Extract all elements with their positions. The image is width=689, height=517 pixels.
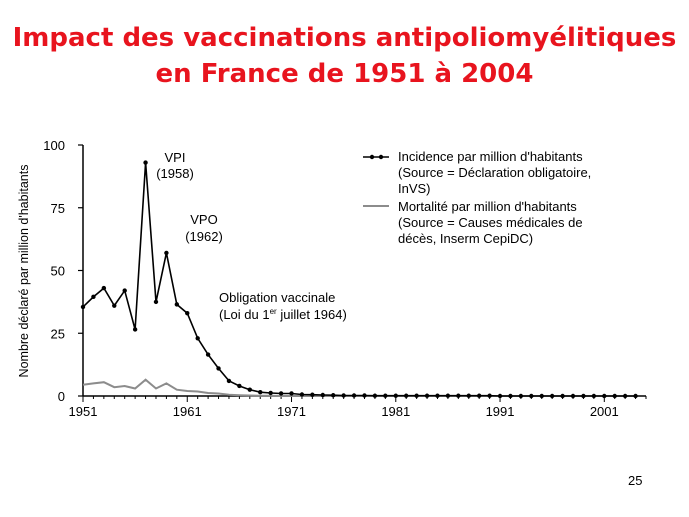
x-tick-label: 1991 xyxy=(486,404,515,419)
page-number: 25 xyxy=(628,473,643,488)
legend-incidence-dot xyxy=(369,154,375,160)
incidence-data-point xyxy=(205,352,211,357)
incidence-data-point xyxy=(132,327,138,332)
incidence-data-point xyxy=(435,393,440,398)
incidence-data-point xyxy=(591,393,597,399)
legend-incidence-dot xyxy=(378,154,384,160)
incidence-data-point xyxy=(80,304,86,310)
y-tick-label: 75 xyxy=(51,201,65,216)
y-tick-label: 50 xyxy=(51,264,65,279)
incidence-data-point xyxy=(289,391,294,396)
incidence-data-point xyxy=(529,393,534,399)
y-tick-label: 0 xyxy=(58,389,65,404)
incidence-data-point xyxy=(476,393,482,398)
legend-incidence-label: Incidence par million d'habitants xyxy=(398,149,583,164)
incidence-points xyxy=(80,160,638,399)
annotation-vpi-year: (1958) xyxy=(156,166,194,181)
incidence-data-point xyxy=(195,336,200,341)
incidence-data-point xyxy=(633,393,638,399)
annotation-vpi: VPI xyxy=(165,150,186,165)
incidence-data-point xyxy=(612,393,617,399)
incidence-data-point xyxy=(414,393,419,398)
incidence-data-point xyxy=(508,393,513,399)
legend-incidence-source: (Source = Déclaration obligatoire, xyxy=(398,165,591,180)
incidence-data-point xyxy=(549,393,555,399)
incidence-data-point xyxy=(539,393,544,399)
annotation-vpo: VPO xyxy=(190,212,217,227)
x-tick-group: 1951 1961 1971 1981 1991 2001 xyxy=(69,396,647,419)
incidence-data-point xyxy=(560,393,565,399)
legend: Incidence par million d'habitants (Sourc… xyxy=(363,149,591,246)
incidence-data-point xyxy=(602,393,607,399)
incidence-data-point xyxy=(258,390,263,395)
y-axis-label: Nombre déclaré par million d'habitants xyxy=(17,165,31,378)
legend-mortality-label: Mortalité par million d'habitants xyxy=(398,199,577,214)
incidence-data-point xyxy=(112,303,117,308)
incidence-data-point xyxy=(247,387,253,392)
incidence-data-point xyxy=(362,393,367,398)
incidence-data-point xyxy=(143,160,148,165)
x-tick-label: 1951 xyxy=(69,404,98,419)
incidence-data-point xyxy=(237,383,242,389)
incidence-data-point xyxy=(622,393,628,399)
incidence-data-point xyxy=(268,390,273,396)
annotation-law-sup: er xyxy=(270,307,277,316)
incidence-data-point xyxy=(372,393,378,398)
incidence-data-point xyxy=(91,294,96,300)
incidence-data-point xyxy=(174,302,180,307)
incidence-data-point xyxy=(153,299,159,305)
incidence-data-point xyxy=(341,393,346,398)
incidence-data-point xyxy=(383,393,388,398)
x-tick-label: 1981 xyxy=(381,404,410,419)
x-tick-label: 1971 xyxy=(277,404,306,419)
incidence-data-point xyxy=(310,392,315,397)
x-tick-label: 1961 xyxy=(173,404,202,419)
incidence-series-line xyxy=(82,162,636,397)
incidence-data-point xyxy=(393,393,398,398)
annotation-law-pre: (Loi du 1 xyxy=(219,307,270,322)
incidence-data-point xyxy=(456,393,461,398)
incidence-data-point xyxy=(164,250,169,256)
incidence-data-point xyxy=(497,393,503,399)
incidence-data-point xyxy=(320,392,325,398)
incidence-data-point xyxy=(424,393,430,398)
incidence-data-point xyxy=(278,391,284,396)
slide-title-line-2: en France de 1951 à 2004 xyxy=(155,59,534,89)
y-tick-label: 25 xyxy=(51,326,65,341)
annotation-obligation-law: (Loi du 1er juillet 1964) xyxy=(219,307,347,322)
incidence-data-point xyxy=(570,393,576,399)
incidence-data-point xyxy=(101,285,107,291)
y-tick-group: 0 25 50 75 100 xyxy=(43,138,83,404)
incidence-data-point xyxy=(351,393,357,398)
legend-mortality-source: (Source = Causes médicales de xyxy=(398,215,583,230)
incidence-data-point xyxy=(331,393,336,398)
x-tick-label: 2001 xyxy=(590,404,619,419)
incidence-data-point xyxy=(404,393,409,398)
annotation-obligation: Obligation vaccinale xyxy=(219,290,335,305)
incidence-data-point xyxy=(518,393,524,399)
incidence-data-point xyxy=(122,288,127,293)
incidence-data-point xyxy=(299,392,305,397)
incidence-data-point xyxy=(581,393,586,399)
mortality-series-line xyxy=(82,378,636,397)
y-tick-label: 100 xyxy=(43,138,65,153)
annotation-vpo-year: (1962) xyxy=(185,229,223,244)
legend-mortality-source-end: décès, Inserm CepiDC) xyxy=(398,231,533,246)
incidence-data-point xyxy=(216,366,221,371)
incidence-data-point xyxy=(185,310,190,316)
incidence-data-point xyxy=(487,393,492,398)
incidence-data-point xyxy=(226,378,232,384)
annotation-law-post: juillet 1964) xyxy=(277,307,347,322)
legend-incidence-source-end: InVS) xyxy=(398,181,431,196)
incidence-data-point xyxy=(445,393,451,398)
slide-title-line-1: Impact des vaccinations antipoliomyéliti… xyxy=(12,23,677,53)
incidence-data-point xyxy=(466,393,471,398)
